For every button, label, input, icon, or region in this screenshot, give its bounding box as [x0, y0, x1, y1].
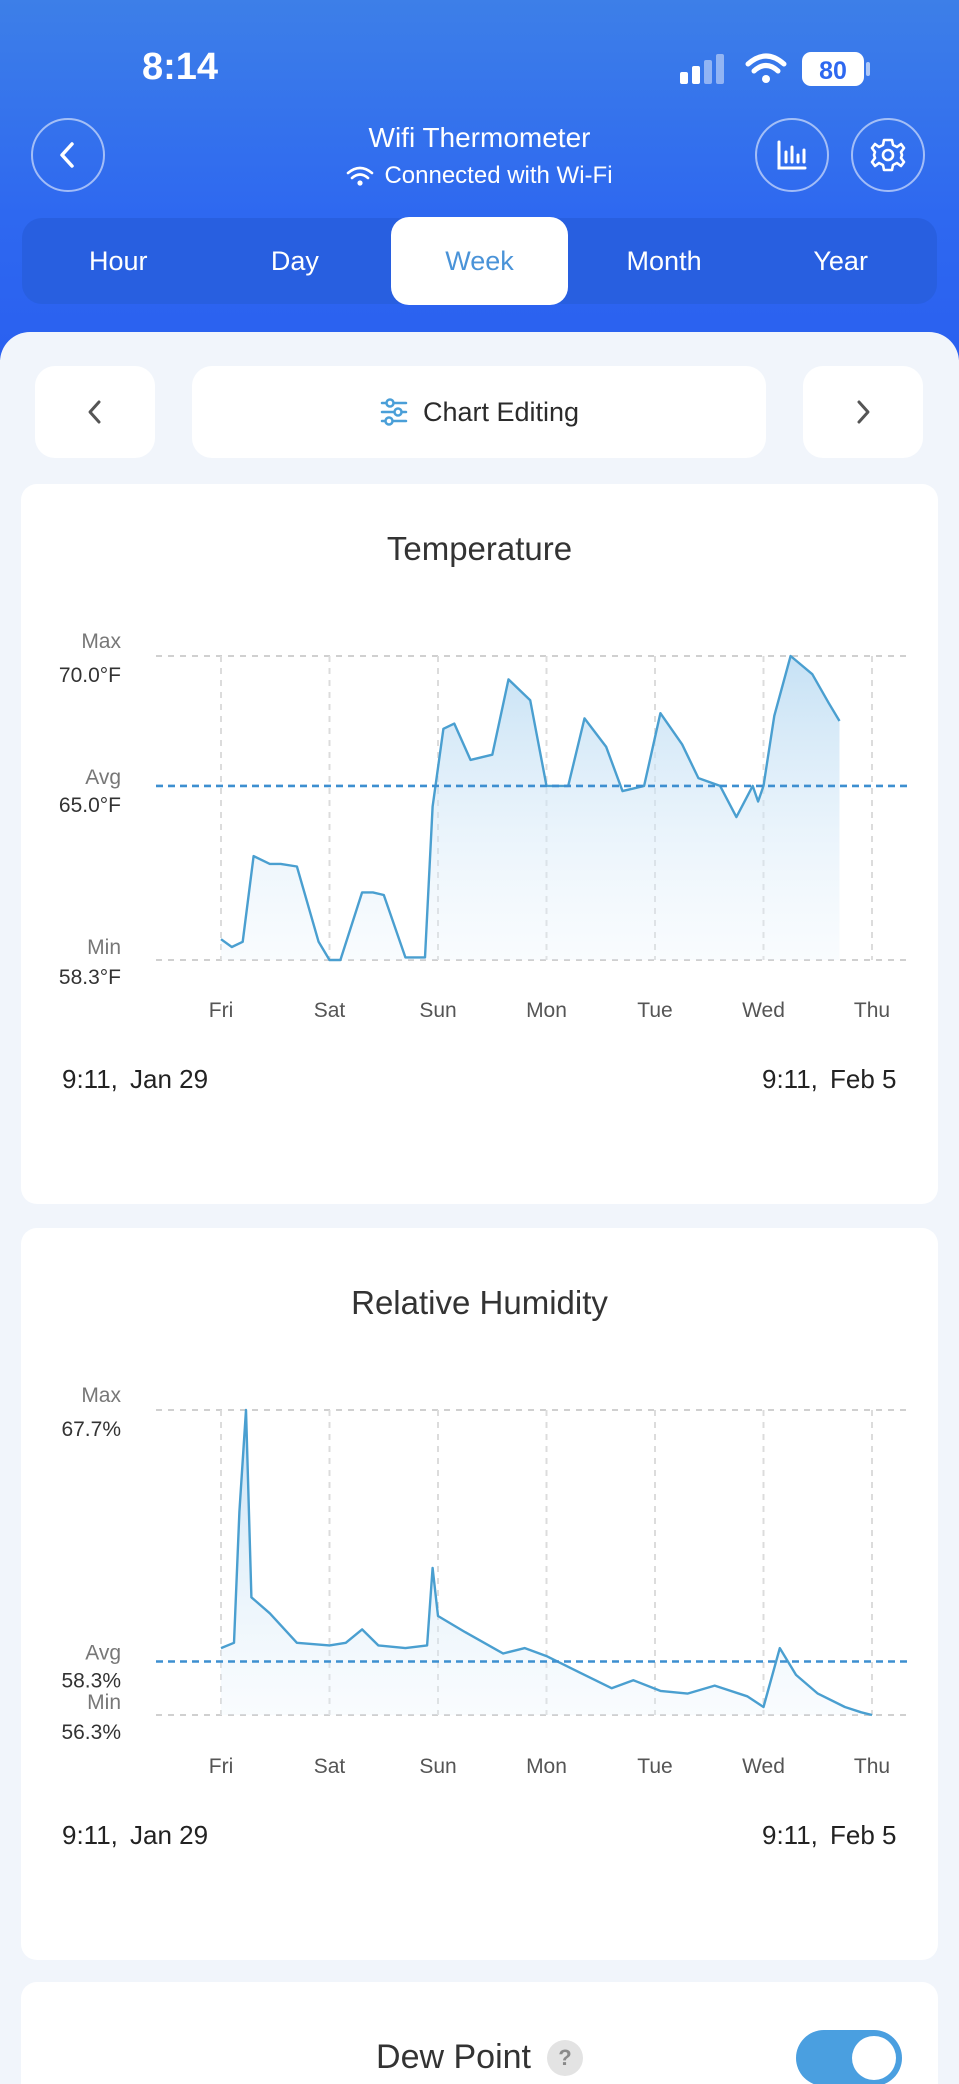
- chart-editing-button[interactable]: Chart Editing: [192, 366, 766, 458]
- temperature-start-date: Jan 29: [130, 1064, 209, 1094]
- hum-min-value: 56.3%: [61, 1721, 121, 1744]
- wifi-icon: [745, 53, 787, 83]
- temperature-end-date: Feb 5: [830, 1064, 897, 1094]
- temp-min-value: 58.3°F: [59, 966, 121, 989]
- temperature-title: Temperature: [386, 530, 573, 567]
- back-button[interactable]: [31, 118, 105, 192]
- cellular-signal-icon: [680, 54, 724, 84]
- hum-avg-label: Avg: [85, 1641, 121, 1664]
- tab-hour[interactable]: Hour: [89, 245, 148, 276]
- temp-x-tick: Wed: [742, 999, 785, 1022]
- humidity-end-time: 9:11,: [762, 1820, 818, 1850]
- humidity-card: Relative Humidity Fri Sat Sun Mon Tue Wed Thu M…: [21, 1228, 938, 1960]
- status-time: 8:14: [142, 46, 219, 88]
- temp-max-value: 70.0°F: [59, 664, 121, 687]
- temp-area: [221, 656, 840, 960]
- temp-x-tick: Mon: [526, 999, 567, 1022]
- temperature-start-time: 9:11,: [62, 1064, 118, 1094]
- tab-week[interactable]: Week: [391, 217, 568, 305]
- hum-x-tick: Sat: [314, 1755, 346, 1778]
- wifi-icon: [347, 166, 374, 186]
- hum-min-label: Min: [87, 1691, 121, 1714]
- chevron-right-icon: [857, 400, 870, 424]
- temperature-card: Temperature Fri Sat Sun Mon Tue Wed Thu Max 70.0…: [21, 484, 938, 1204]
- hum-x-tick: Fri: [209, 1755, 234, 1778]
- temp-avg-value: 65.0°F: [59, 794, 121, 817]
- tab-day[interactable]: Day: [270, 245, 319, 276]
- help-icon[interactable]: ?: [546, 2039, 583, 2076]
- hum-max-value: 67.7%: [61, 1418, 121, 1441]
- temp-max-label: Max: [81, 630, 121, 653]
- statistics-button[interactable]: [755, 118, 829, 192]
- dew-point-toggle[interactable]: [796, 2030, 902, 2084]
- bar-chart-icon: [777, 140, 807, 170]
- dew-point-header: Dew Point ?: [0, 2038, 959, 2077]
- hum-max-label: Max: [81, 1384, 121, 1407]
- temp-x-tick: Fri: [209, 999, 234, 1022]
- temp-avg-label: Avg: [85, 766, 121, 789]
- status-icons: 80: [676, 50, 876, 90]
- connection-status: Connected with Wi-Fi: [0, 162, 959, 190]
- temp-x-tick: Sun: [419, 999, 456, 1022]
- temp-x-tick: Tue: [637, 999, 672, 1022]
- tab-year[interactable]: Year: [813, 245, 868, 276]
- device-title: Wifi Thermometer: [368, 122, 591, 153]
- humidity-end-date: Feb 5: [830, 1820, 897, 1850]
- dew-point-label: Dew Point: [376, 2038, 531, 2076]
- hum-avg-value: 58.3%: [61, 1669, 121, 1692]
- battery-level: 80: [819, 57, 847, 85]
- gear-icon: [870, 138, 906, 172]
- humidity-start-date: Jan 29: [130, 1820, 209, 1850]
- battery-icon: 80: [802, 52, 870, 86]
- temperature-chart: Fri Sat Sun Mon Tue Wed Thu Max 70.0°F Avg 65.0°F M…: [59, 630, 911, 1022]
- toggle-knob: [852, 2036, 896, 2080]
- temperature-end-time: 9:11,: [762, 1064, 818, 1094]
- sliders-icon: [380, 398, 408, 426]
- humidity-chart: Fri Sat Sun Mon Tue Wed Thu Max 67.7% Avg 58.3%Min…: [61, 1384, 911, 1778]
- temp-x-tick: Thu: [854, 999, 890, 1022]
- next-period-button[interactable]: [803, 366, 923, 458]
- chart-editing-label: Chart Editing: [422, 396, 580, 427]
- hum-x-tick: Sun: [419, 1755, 456, 1778]
- previous-period-button[interactable]: [35, 366, 155, 458]
- temp-x-tick: Sat: [314, 999, 346, 1022]
- hum-series-line: [220, 1408, 873, 1717]
- temp-series-line: [220, 654, 841, 962]
- settings-button[interactable]: [851, 118, 925, 192]
- hum-x-tick: Mon: [526, 1755, 567, 1778]
- period-tabs: Hour Day Week Month Year: [22, 217, 937, 305]
- humidity-title: Relative Humidity: [351, 1284, 608, 1321]
- tab-month[interactable]: Month: [626, 245, 702, 276]
- humidity-start-time: 9:11,: [62, 1820, 118, 1850]
- chevron-left-icon: [88, 400, 101, 424]
- hum-x-tick: Tue: [637, 1755, 672, 1778]
- hum-x-tick: Thu: [854, 1755, 890, 1778]
- chevron-left-icon: [60, 142, 74, 168]
- hum-x-tick: Wed: [742, 1755, 785, 1778]
- temp-min-label: Min: [87, 936, 121, 959]
- connection-status-text: Connected with Wi-Fi: [384, 162, 613, 189]
- dew-point-card: [21, 1982, 938, 2084]
